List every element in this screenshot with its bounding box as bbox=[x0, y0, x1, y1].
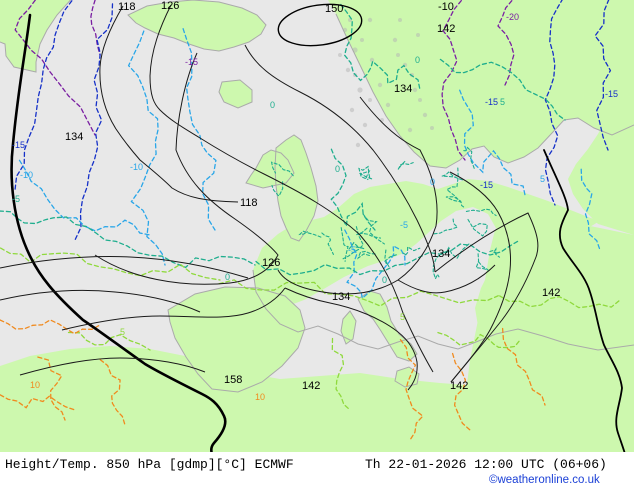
svg-text:-5: -5 bbox=[348, 245, 356, 255]
svg-text:5: 5 bbox=[500, 97, 505, 107]
svg-text:-10: -10 bbox=[20, 170, 33, 180]
svg-text:-10: -10 bbox=[438, 1, 454, 13]
svg-text:-15: -15 bbox=[485, 97, 498, 107]
svg-text:10: 10 bbox=[30, 380, 40, 390]
svg-text:-15: -15 bbox=[480, 180, 493, 190]
svg-text:134: 134 bbox=[332, 291, 350, 303]
svg-text:126: 126 bbox=[161, 0, 179, 12]
svg-text:0: 0 bbox=[382, 275, 387, 285]
svg-text:10: 10 bbox=[255, 392, 265, 402]
svg-text:0: 0 bbox=[415, 55, 420, 65]
svg-text:5: 5 bbox=[120, 327, 125, 337]
svg-text:0: 0 bbox=[270, 100, 275, 110]
svg-text:134: 134 bbox=[65, 131, 83, 143]
svg-text:118: 118 bbox=[240, 197, 258, 209]
svg-text:126: 126 bbox=[262, 257, 280, 269]
svg-text:-15: -15 bbox=[605, 89, 618, 99]
svg-text:142: 142 bbox=[302, 380, 320, 392]
svg-text:5: 5 bbox=[400, 312, 405, 322]
svg-text:-5: -5 bbox=[12, 194, 20, 204]
svg-text:0: 0 bbox=[430, 177, 435, 187]
svg-text:142: 142 bbox=[437, 23, 455, 35]
svg-text:-15: -15 bbox=[185, 57, 198, 67]
svg-text:0: 0 bbox=[335, 164, 340, 174]
svg-text:134: 134 bbox=[432, 248, 450, 260]
svg-text:-5: -5 bbox=[400, 220, 408, 230]
svg-text:118: 118 bbox=[118, 1, 136, 13]
svg-text:5: 5 bbox=[540, 174, 545, 184]
svg-text:Height/Temp. 850 hPa [gdmp][°C: Height/Temp. 850 hPa [gdmp][°C] ECMWF bbox=[5, 457, 294, 472]
svg-text:150: 150 bbox=[325, 3, 343, 15]
svg-text:142: 142 bbox=[450, 380, 468, 392]
svg-text:134: 134 bbox=[394, 83, 412, 95]
svg-text:0: 0 bbox=[225, 272, 230, 282]
svg-text:©weatheronline.co.uk: ©weatheronline.co.uk bbox=[489, 474, 600, 486]
svg-text:Th 22-01-2026 12:00 UTC (06+06: Th 22-01-2026 12:00 UTC (06+06) bbox=[365, 457, 607, 472]
svg-text:-15: -15 bbox=[12, 140, 25, 150]
svg-text:142: 142 bbox=[542, 287, 560, 299]
svg-text:-20: -20 bbox=[506, 12, 519, 22]
svg-text:158: 158 bbox=[224, 374, 242, 386]
svg-text:-10: -10 bbox=[130, 162, 143, 172]
